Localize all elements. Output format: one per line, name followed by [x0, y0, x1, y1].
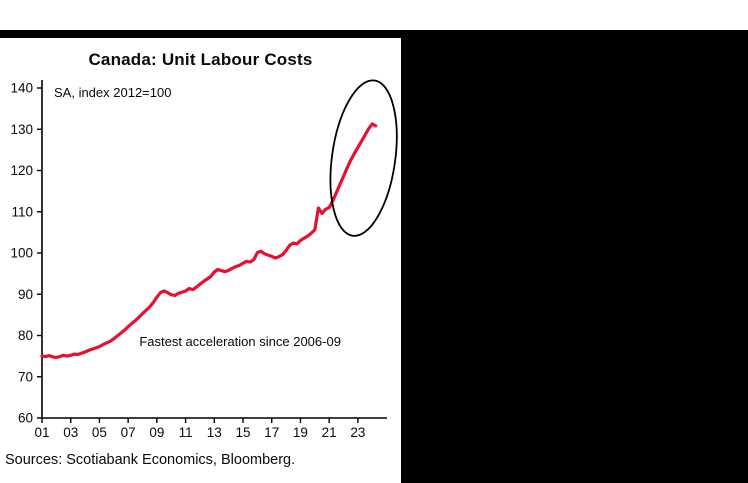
y-tick-label: 80 [18, 328, 33, 343]
chart-subtitle: SA, index 2012=100 [54, 85, 171, 100]
y-tick-label: 130 [10, 122, 33, 137]
y-tick-label: 100 [10, 246, 33, 261]
x-tick-label: 07 [121, 425, 136, 440]
x-tick-label: 01 [34, 425, 49, 440]
line-chart-svg: 60 70 80 90 100 110 120 130 140 01 03 05 07 09 11 13 15 1… [10, 79, 398, 440]
chart-panel: Canada: Unit Labour Costs 60 70 80 90 100 110… [0, 38, 401, 447]
top-rule-bar [0, 30, 401, 38]
x-tick-label: 21 [322, 425, 337, 440]
sources-note: Sources: Scotiabank Economics, Bloomberg… [5, 452, 296, 468]
x-tick-label: 13 [207, 425, 222, 440]
highlight-ellipse [329, 79, 398, 237]
y-tick-label: 140 [10, 81, 33, 96]
chart-title: Canada: Unit Labour Costs [88, 50, 313, 69]
x-tick-label: 09 [149, 425, 164, 440]
y-tick-label: 90 [18, 287, 33, 302]
y-tick-label: 120 [10, 163, 33, 178]
x-tick-label: 23 [350, 425, 365, 440]
x-tick-label: 15 [235, 425, 250, 440]
x-tick-label: 03 [63, 425, 78, 440]
y-tick-label: 60 [18, 411, 33, 426]
x-tick-label: 19 [293, 425, 308, 440]
x-tick-label: 17 [264, 425, 279, 440]
x-tick-label: 11 [179, 425, 193, 440]
series-line [40, 122, 378, 359]
y-tick-label: 70 [18, 369, 33, 384]
right-black-panel [401, 30, 748, 483]
x-tick-label: 05 [92, 425, 107, 440]
annotation-label: Fastest acceleration since 2006-09 [139, 334, 341, 349]
y-tick-label: 110 [11, 204, 33, 219]
